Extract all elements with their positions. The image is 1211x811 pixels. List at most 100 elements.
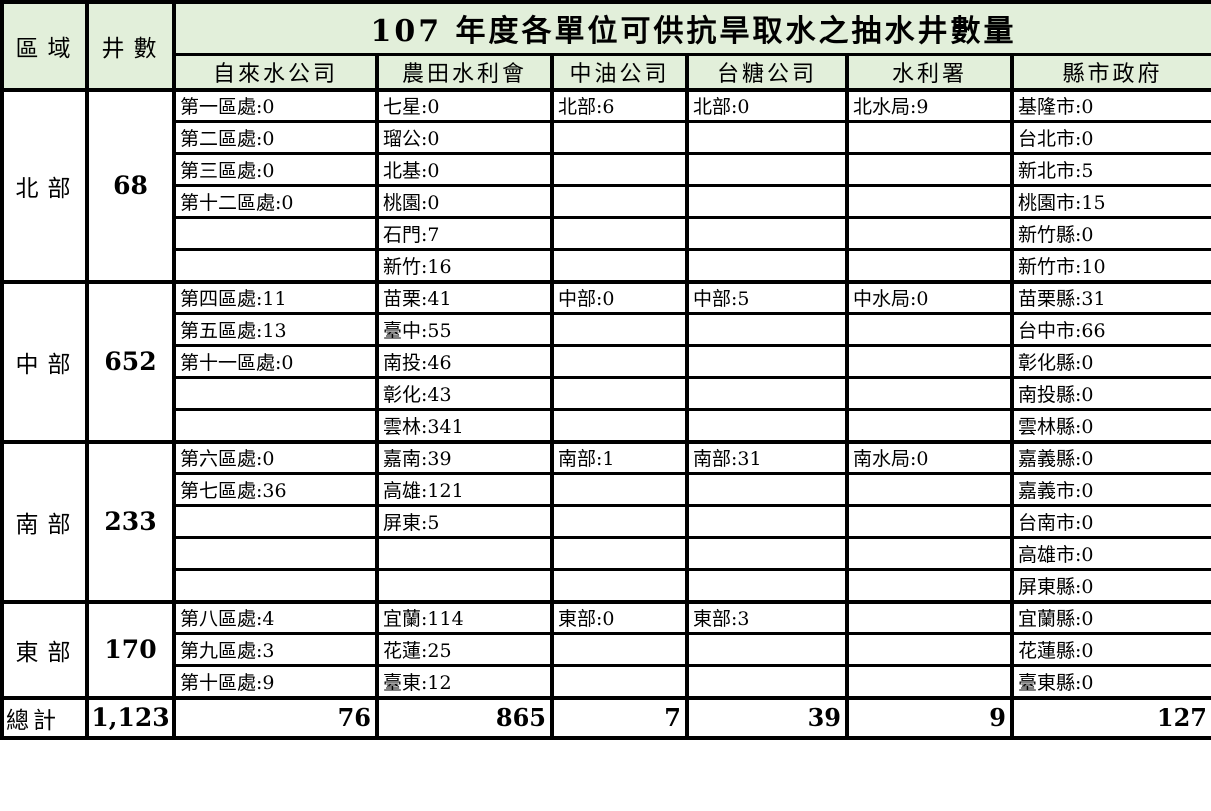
data-cell: 中部:0 xyxy=(550,279,689,315)
table-row: 第二區處:0 瑠公:0 台北市:0 xyxy=(2,120,1211,155)
col-header-cpc: 中油公司 xyxy=(550,52,689,91)
data-cell xyxy=(550,312,689,347)
data-cell: 第六區處:0 xyxy=(172,439,379,475)
data-cell: 屏東:5 xyxy=(375,504,554,539)
data-cell: 雲林:341 xyxy=(375,408,554,443)
data-cell: 嘉南:39 xyxy=(375,439,554,475)
data-cell xyxy=(172,568,379,603)
data-cell: 彰化:43 xyxy=(375,376,554,411)
well-count-cell: 652 xyxy=(85,279,176,443)
data-cell xyxy=(375,568,554,603)
data-cell: 北水局:9 xyxy=(845,87,1014,123)
data-cell xyxy=(172,408,379,443)
table-row: 中部 652 第四區處:11 苗栗:41 中部:0 中部:5 中水局:0 苗栗縣… xyxy=(0,279,1211,443)
data-cell xyxy=(685,472,849,507)
data-cell xyxy=(172,248,379,283)
col-header-wra: 水利署 xyxy=(845,52,1014,91)
data-cell xyxy=(845,599,1014,635)
total-cell-cpc: 7 xyxy=(550,695,689,739)
data-cell xyxy=(685,152,849,187)
wells-table: 區域 井數 107 年度各單位可供抗旱取水之抽水井數量 自來水公司 農田水利會 … xyxy=(0,0,1211,740)
data-cell: 第九區處:3 xyxy=(172,632,379,667)
data-cell xyxy=(550,376,689,411)
data-cell xyxy=(172,504,379,539)
data-cell: 臺東:12 xyxy=(375,664,554,699)
region-cell: 中部 xyxy=(0,279,89,443)
data-cell: 新竹:16 xyxy=(375,248,554,283)
data-cell xyxy=(685,568,849,603)
data-cell xyxy=(172,376,379,411)
data-cell: 第一區處:0 xyxy=(172,87,379,123)
data-cell xyxy=(550,536,689,571)
data-cell xyxy=(845,408,1014,443)
data-cell: 臺東縣:0 xyxy=(1009,664,1211,699)
data-cell xyxy=(550,632,689,667)
data-cell: 苗栗縣:31 xyxy=(1009,279,1211,315)
well-count-cell: 68 xyxy=(85,87,176,283)
data-cell xyxy=(685,184,849,219)
data-cell: 南部:1 xyxy=(550,439,689,475)
data-cell xyxy=(845,184,1014,219)
data-cell xyxy=(550,184,689,219)
data-cell: 屏東縣:0 xyxy=(1009,568,1211,603)
table-row: 新竹:16 新竹市:10 xyxy=(2,248,1211,283)
data-cell: 高雄:121 xyxy=(375,472,554,507)
region-cell: 南部 xyxy=(0,439,89,603)
table-row: 雲林:341 雲林縣:0 xyxy=(2,408,1211,443)
data-cell: 東部:3 xyxy=(685,599,849,635)
table-row: 第三區處:0 北基:0 新北市:5 xyxy=(2,152,1211,187)
region-column-header: 區域 xyxy=(0,0,89,91)
total-row: 總計 1,123 76 865 7 39 9 127 xyxy=(0,695,1211,739)
data-cell xyxy=(685,344,849,379)
table-row: 屏東:5 台南市:0 xyxy=(2,504,1211,539)
table-row: 第十一區處:0 南投:46 彰化縣:0 xyxy=(2,344,1211,379)
data-cell xyxy=(845,216,1014,251)
table-row: 南部 233 第六區處:0 嘉南:39 南部:1 南部:31 南水局:0 嘉義縣… xyxy=(0,439,1211,603)
col-header-county-gov: 縣市政府 xyxy=(1009,52,1211,91)
data-cell xyxy=(845,312,1014,347)
total-label-cell: 總計 xyxy=(0,695,89,739)
data-cell xyxy=(550,152,689,187)
data-cell: 石門:7 xyxy=(375,216,554,251)
col-header-taisugar: 台糖公司 xyxy=(685,52,849,91)
data-cell: 台北市:0 xyxy=(1009,120,1211,155)
agency-header-row: 自來水公司 農田水利會 中油公司 台糖公司 水利署 縣市政府 xyxy=(2,52,1211,91)
data-cell: 嘉義縣:0 xyxy=(1009,439,1211,475)
data-cell xyxy=(685,504,849,539)
data-cell: 台南市:0 xyxy=(1009,504,1211,539)
data-cell xyxy=(685,216,849,251)
table-row: 高雄市:0 xyxy=(2,536,1211,571)
data-cell: 南投:46 xyxy=(375,344,554,379)
table-row: 第九區處:3 花蓮:25 花蓮縣:0 xyxy=(2,632,1211,667)
data-cell: 第五區處:13 xyxy=(172,312,379,347)
table-row: 東部 170 第八區處:4 宜蘭:114 東部:0 東部:3 宜蘭縣:0 xyxy=(0,599,1211,699)
data-cell xyxy=(685,312,849,347)
col-header-taiwater: 自來水公司 xyxy=(172,52,379,91)
data-cell: 七星:0 xyxy=(375,87,554,123)
data-cell: 桃園市:15 xyxy=(1009,184,1211,219)
data-cell xyxy=(550,248,689,283)
data-cell: 中部:5 xyxy=(685,279,849,315)
data-cell xyxy=(685,248,849,283)
data-cell xyxy=(172,536,379,571)
data-cell xyxy=(172,216,379,251)
data-cell xyxy=(550,216,689,251)
data-cell xyxy=(685,376,849,411)
data-cell: 東部:0 xyxy=(550,599,689,635)
data-cell: 基隆市:0 xyxy=(1009,87,1211,123)
data-cell xyxy=(550,408,689,443)
table-row: 屏東縣:0 xyxy=(2,568,1211,603)
data-cell: 彰化縣:0 xyxy=(1009,344,1211,379)
data-cell: 花蓮縣:0 xyxy=(1009,632,1211,667)
data-cell xyxy=(845,664,1014,699)
data-cell: 桃園:0 xyxy=(375,184,554,219)
data-cell xyxy=(845,344,1014,379)
data-cell xyxy=(550,344,689,379)
data-cell: 中水局:0 xyxy=(845,279,1014,315)
data-cell xyxy=(845,504,1014,539)
data-cell xyxy=(845,536,1014,571)
wells-column-header: 井數 xyxy=(85,0,176,91)
data-cell: 宜蘭:114 xyxy=(375,599,554,635)
total-cell-wra: 9 xyxy=(845,695,1014,739)
col-header-irrigation: 農田水利會 xyxy=(375,52,554,91)
